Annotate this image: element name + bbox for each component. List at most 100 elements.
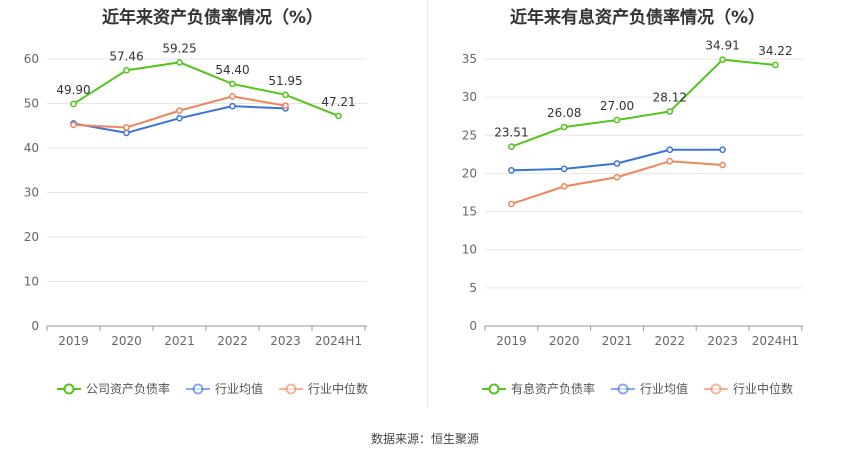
- data-point: [719, 56, 726, 64]
- left-chart-panel: 近年来资产负债率情况（%） 0 10 20 30 40 50 60 2019 2020 2021 2…: [0, 0, 425, 415]
- y-tick-label: 10: [24, 275, 39, 289]
- data-point: [70, 100, 77, 108]
- y-tick-label: 15: [462, 205, 477, 219]
- legend-item[interactable]: 有息资产负债率: [481, 380, 595, 397]
- x-tick-label: 2021: [602, 334, 633, 348]
- data-point: [176, 58, 183, 66]
- legend-marker-icon: [704, 383, 728, 394]
- y-tick-label: 30: [462, 90, 477, 104]
- chart-title: 近年来有息资产负债率情况（%）: [509, 8, 766, 28]
- x-tick-label: 2023: [270, 334, 301, 348]
- y-tick-label: 0: [469, 319, 477, 333]
- series-line: [511, 160, 723, 205]
- right-chart-panel: 近年来有息资产负债率情况（%） 0 5 10 15 20 25 30 35 2019 2020 20…: [425, 0, 850, 415]
- data-label: 49.90: [56, 83, 90, 97]
- legend-label: 行业中位数: [308, 382, 369, 396]
- chart-legend: 公司资产负债率 行业均值 行业中位数: [0, 380, 425, 397]
- data-point: [176, 114, 183, 122]
- data-label: 57.46: [109, 49, 143, 63]
- data-point: [335, 112, 342, 120]
- legend-marker-icon: [481, 383, 506, 394]
- data-point: [719, 161, 726, 169]
- data-label: 23.51: [494, 126, 528, 140]
- y-tick-label: 5: [469, 281, 477, 295]
- legend-item[interactable]: 行业均值: [610, 380, 688, 397]
- data-point: [229, 93, 236, 100]
- data-point: [560, 165, 568, 173]
- data-label: 51.95: [268, 74, 302, 88]
- y-tick-label: 25: [462, 128, 477, 142]
- data-label: 28.12: [653, 90, 687, 104]
- legend-label: 行业均值: [214, 382, 263, 396]
- data-label: 34.22: [758, 44, 792, 58]
- data-point: [560, 123, 568, 131]
- data-point: [666, 108, 674, 115]
- series-line: [511, 58, 776, 148]
- data-point: [613, 173, 621, 181]
- panel-divider: [427, 0, 428, 408]
- legend-item[interactable]: 公司资产负债率: [56, 380, 170, 397]
- data-label: 27.00: [600, 99, 634, 113]
- data-label: 26.08: [547, 106, 581, 120]
- x-tick-label: 2024H1: [752, 334, 799, 348]
- legend-item[interactable]: 行业中位数: [704, 380, 793, 397]
- legend-label: 行业均值: [639, 382, 688, 396]
- data-point: [719, 146, 726, 154]
- y-tick-label: 10: [462, 243, 477, 257]
- x-tick-label: 2019: [58, 334, 89, 348]
- data-point: [123, 124, 130, 131]
- y-tick-label: 20: [462, 166, 477, 180]
- data-point: [613, 116, 621, 124]
- chart-plot-area: 0 10 20 30 40 50 60 2019 2020 2021 2022 2023 2024H1 4…: [24, 41, 367, 348]
- y-tick-label: 50: [24, 97, 39, 111]
- legend-marker-icon: [185, 383, 210, 394]
- data-label: 34.91: [705, 39, 739, 53]
- y-tick-label: 20: [24, 230, 39, 244]
- x-tick-label: 2024H1: [315, 334, 362, 348]
- x-tick-label: 2021: [164, 334, 195, 348]
- legend-label: 行业中位数: [733, 382, 794, 396]
- x-tick-label: 2023: [707, 334, 738, 348]
- data-point: [508, 200, 515, 208]
- legend-item[interactable]: 行业中位数: [279, 380, 368, 397]
- data-point: [282, 91, 289, 99]
- y-tick-label: 0: [31, 319, 39, 333]
- chart-title: 近年来资产负债率情况（%）: [101, 8, 324, 28]
- data-point: [123, 66, 130, 74]
- data-point: [772, 61, 779, 69]
- chart-legend: 有息资产负债率 行业均值 行业中位数: [425, 380, 850, 397]
- legend-label: 有息资产负债率: [510, 382, 595, 396]
- chart-plot-area: 0 5 10 15 20 25 30 35 2019 2020 2021 2022 2023 2024H1…: [462, 39, 803, 348]
- legend-marker-icon: [56, 383, 81, 394]
- series-line: [72, 61, 339, 117]
- x-tick-label: 2019: [496, 334, 527, 348]
- legend-item[interactable]: 行业均值: [185, 380, 263, 397]
- x-tick-label: 2022: [655, 334, 686, 348]
- y-tick-label: 60: [24, 52, 39, 66]
- data-point: [508, 143, 515, 151]
- y-tick-label: 30: [24, 186, 39, 200]
- legend-marker-icon: [610, 383, 635, 394]
- data-label: 59.25: [162, 41, 196, 55]
- data-point: [123, 129, 130, 137]
- data-point: [229, 102, 236, 110]
- x-tick-label: 2020: [111, 334, 142, 348]
- x-tick-label: 2022: [217, 334, 248, 348]
- data-point: [70, 121, 77, 129]
- x-tick-label: 2020: [549, 334, 580, 348]
- data-point: [282, 102, 289, 110]
- data-point: [229, 80, 236, 88]
- data-label: 54.40: [215, 63, 249, 77]
- data-label: 47.21: [321, 95, 355, 109]
- legend-label: 公司资产负债率: [85, 382, 170, 396]
- y-tick-label: 35: [462, 52, 477, 66]
- data-point: [176, 107, 183, 114]
- data-point: [560, 183, 568, 190]
- data-source-note: 数据来源：恒生聚源: [370, 432, 479, 446]
- data-point: [666, 146, 674, 154]
- legend-marker-icon: [279, 383, 303, 394]
- series-line: [511, 148, 723, 172]
- data-point: [508, 167, 515, 174]
- data-point: [613, 160, 621, 167]
- data-point: [666, 157, 674, 165]
